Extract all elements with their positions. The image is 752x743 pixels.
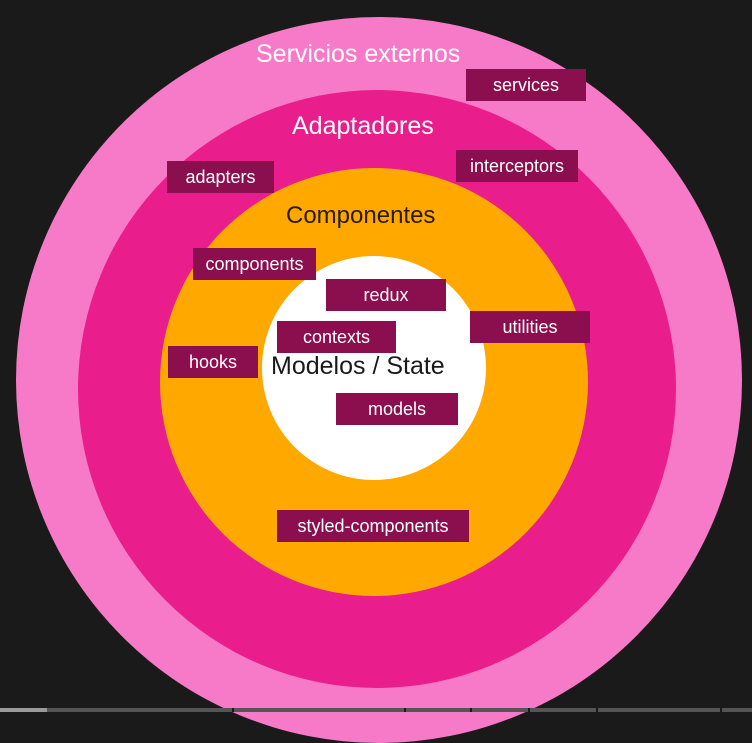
styled-components-tag: styled-components: [277, 510, 469, 542]
models-tag: models: [336, 393, 458, 425]
adapters-tag: adapters: [167, 161, 274, 193]
hooks-tag: hooks: [168, 346, 258, 378]
interceptors-tag: interceptors: [456, 150, 578, 182]
redux-tag: redux: [326, 279, 446, 311]
utilities-tag: utilities: [470, 311, 590, 343]
components-tag: components: [193, 248, 316, 280]
chapter-divider: [470, 708, 472, 712]
chapter-divider: [404, 708, 406, 712]
video-progress-fill: [0, 708, 48, 712]
contexts-tag: contexts: [277, 321, 396, 353]
external-services-title: Servicios externos: [256, 40, 461, 68]
models-state-title: Modelos / State: [271, 352, 445, 380]
adapters-title: Adaptadores: [292, 112, 434, 140]
chapter-divider: [528, 708, 530, 712]
components-title: Componentes: [286, 202, 436, 229]
chapter-divider: [720, 708, 722, 712]
chapter-divider: [232, 708, 234, 712]
services-tag: services: [466, 69, 586, 101]
chapter-divider: [596, 708, 598, 712]
video-progress-bar[interactable]: [0, 708, 752, 712]
